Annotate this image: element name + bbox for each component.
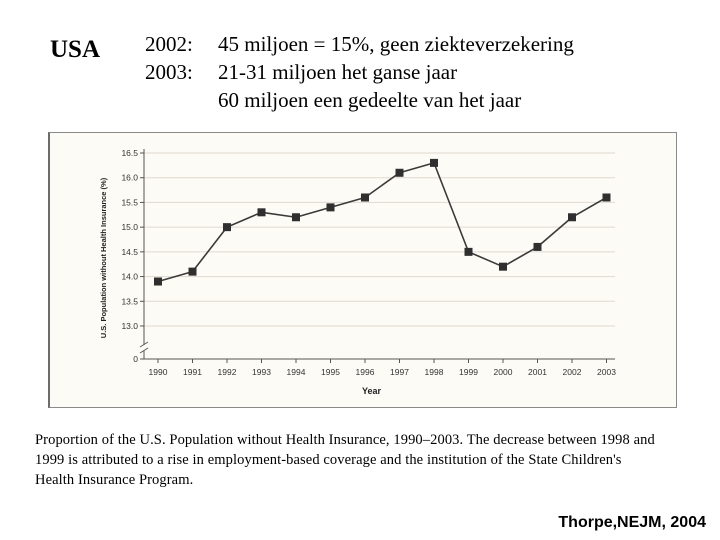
data-point-1990 bbox=[154, 277, 162, 286]
x-tick-label: 1997 bbox=[390, 367, 409, 377]
citation: Thorpe,NEJM, 2004 bbox=[558, 514, 706, 531]
figure-caption: Proportion of the U.S. Population withou… bbox=[35, 430, 715, 490]
y-tick-label: 13.5 bbox=[121, 296, 138, 306]
x-tick-label: 1998 bbox=[425, 367, 444, 377]
x-tick-label: 2001 bbox=[528, 367, 547, 377]
data-point-1991 bbox=[188, 267, 197, 276]
note-year: 2003: bbox=[145, 60, 193, 84]
caption-line: 1999 is attributed to a rise in employme… bbox=[35, 452, 622, 468]
y-tick-label: 0 bbox=[133, 354, 138, 364]
data-point-2002 bbox=[568, 213, 576, 222]
note-line-2003: 2003: 21-31 miljoen het ganse jaar bbox=[145, 58, 574, 86]
x-tick-label: 1991 bbox=[183, 367, 202, 377]
data-point-1997 bbox=[395, 168, 404, 177]
data-point-1998 bbox=[430, 158, 438, 167]
y-tick-label: 16.0 bbox=[121, 173, 138, 183]
x-tick-label: 2000 bbox=[494, 367, 513, 377]
caption-line: Health Insurance Program. bbox=[35, 472, 194, 488]
data-point-1999 bbox=[464, 247, 473, 256]
x-tick-label: 2003 bbox=[597, 367, 616, 377]
axis-break-mark bbox=[139, 341, 149, 348]
note-line-2003-partial: 60 miljoen een gedeelte van het jaar bbox=[145, 86, 574, 114]
y-tick-label: 13.0 bbox=[121, 321, 138, 331]
y-tick-label: 14.0 bbox=[121, 272, 138, 282]
x-tick-label: 1992 bbox=[218, 367, 237, 377]
data-point-1992 bbox=[223, 223, 231, 232]
x-tick-label: 1995 bbox=[321, 367, 340, 377]
note-text: 60 miljoen een gedeelte van het jaar bbox=[218, 88, 522, 112]
x-tick-label: 1999 bbox=[459, 367, 478, 377]
note-year: 2002: bbox=[145, 32, 193, 56]
x-tick-label: 1994 bbox=[287, 367, 306, 377]
data-point-2001 bbox=[533, 242, 542, 251]
data-point-1996 bbox=[361, 193, 369, 202]
note-year bbox=[145, 86, 218, 114]
uninsured-line-chart: 0 13.0 13.5 14.0 14.5 15.0 15.5 16.0 16.5 1990 199… bbox=[99, 148, 616, 396]
y-tick-label: 16.5 bbox=[121, 148, 138, 158]
note-text: 21-31 miljoen het ganse jaar bbox=[218, 60, 458, 84]
data-point-1994 bbox=[292, 213, 300, 222]
statistics-notes: 2002: 45 miljoen = 15%, geen ziekteverze… bbox=[145, 30, 574, 114]
caption-line: Proportion of the U.S. Population withou… bbox=[35, 432, 655, 448]
y-tick-label: 14.5 bbox=[121, 247, 138, 257]
data-point-1993 bbox=[257, 208, 266, 217]
series-line bbox=[157, 162, 607, 283]
x-tick-label: 1993 bbox=[252, 367, 271, 377]
y-tick-label: 15.5 bbox=[121, 197, 138, 207]
y-tick-label: 15.0 bbox=[121, 222, 138, 232]
data-point-2003 bbox=[602, 193, 611, 202]
axis-break-mark bbox=[139, 347, 149, 354]
x-tick-label: 1996 bbox=[356, 367, 375, 377]
x-axis-title: Year bbox=[362, 386, 382, 396]
x-tick-label: 1990 bbox=[149, 367, 168, 377]
y-axis-title: U.S. Population without Health Insurance… bbox=[99, 177, 108, 338]
note-line-2002: 2002: 45 miljoen = 15%, geen ziekteverze… bbox=[145, 30, 574, 58]
country-label: USA bbox=[50, 36, 101, 63]
data-point-2000 bbox=[499, 262, 507, 271]
data-point-1995 bbox=[326, 203, 335, 212]
note-text: 45 miljoen = 15%, geen ziekteverzekering bbox=[218, 32, 574, 56]
x-tick-label: 2002 bbox=[563, 367, 582, 377]
chart-panel: 0 13.0 13.5 14.0 14.5 15.0 15.5 16.0 16.5 1990 199… bbox=[48, 132, 677, 408]
